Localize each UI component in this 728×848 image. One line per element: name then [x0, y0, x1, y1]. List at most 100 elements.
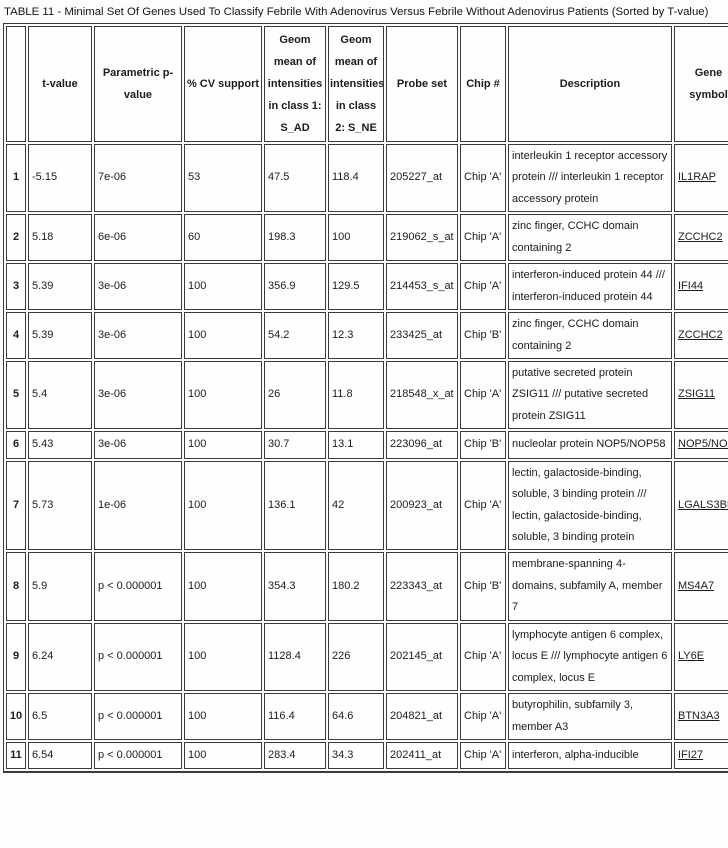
header-description: Description: [508, 26, 672, 142]
cell-gene-symbol: IL1RAP: [674, 144, 728, 213]
cell-geom-class1: 47.5: [264, 144, 326, 213]
cell-cv-support: 60: [184, 214, 262, 262]
cell-geom-class1: 54.2: [264, 312, 326, 359]
cell-geom-class1: 116.4: [264, 693, 326, 740]
cell-t-value: 5.73: [28, 460, 92, 551]
cell-chip: Chip 'B': [460, 552, 506, 621]
row-number: 7: [6, 460, 26, 551]
cell-t-value: 6.5: [28, 693, 92, 740]
gene-symbol-link[interactable]: ZSIG11: [678, 388, 716, 401]
cell-gene-symbol: ZSIG11: [674, 360, 728, 430]
row-number: 11: [6, 741, 26, 770]
cell-t-value: 5.18: [28, 214, 92, 262]
gene-symbol-link[interactable]: IL1RAP: [678, 171, 716, 184]
cell-geom-class1: 30.7: [264, 431, 326, 459]
cell-chip: Chip 'A': [460, 214, 506, 262]
table-row: 5 5.4 3e-06 100 26 11.8 218548_x_at Chip…: [6, 360, 728, 430]
cell-gene-symbol: LGALS3BP: [674, 460, 728, 551]
cell-description: zinc finger, CCHC domain containing 2: [508, 214, 672, 262]
table-row: 6 5.43 3e-06 100 30.7 13.1 223096_at Chi…: [6, 431, 728, 459]
row-number: 8: [6, 552, 26, 621]
cell-geom-class2: 100: [328, 214, 384, 262]
row-number: 4: [6, 312, 26, 359]
cell-geom-class2: 180.2: [328, 552, 384, 621]
gene-symbol-link[interactable]: BTN3A3: [678, 709, 720, 722]
cell-t-value: 6.54: [28, 741, 92, 770]
cell-description: zinc finger, CCHC domain containing 2: [508, 312, 672, 359]
header-geom-mean-class2: Geom mean of intensities in class 2: S_N…: [328, 26, 384, 142]
cell-gene-symbol: LY6E: [674, 622, 728, 692]
cell-description: interleukin 1 receptor accessory protein…: [508, 144, 672, 213]
table-row: 4 5.39 3e-06 100 54.2 12.3 233425_at Chi…: [6, 312, 728, 359]
header-gene-symbol: Gene symbol: [674, 26, 728, 142]
cell-probe-set: 233425_at: [386, 312, 458, 359]
cell-chip: Chip 'A': [460, 460, 506, 551]
cell-t-value: 6.24: [28, 622, 92, 692]
cell-p-value: 1e-06: [94, 460, 182, 551]
cell-geom-class2: 11.8: [328, 360, 384, 430]
table-row: 10 6.5 p < 0.000001 100 116.4 64.6 20482…: [6, 693, 728, 740]
cell-probe-set: 223096_at: [386, 431, 458, 459]
gene-symbol-link[interactable]: ZCCHC2: [678, 231, 723, 244]
gene-symbol-link[interactable]: ZCCHC2: [678, 328, 723, 341]
cell-cv-support: 100: [184, 693, 262, 740]
cell-geom-class1: 356.9: [264, 263, 326, 311]
header-row: t-value Parametric p-value % CV support …: [6, 26, 728, 142]
cell-p-value: p < 0.000001: [94, 693, 182, 740]
row-number: 5: [6, 360, 26, 430]
cell-chip: Chip 'A': [460, 360, 506, 430]
cell-chip: Chip 'B': [460, 431, 506, 459]
table-row: 9 6.24 p < 0.000001 100 1128.4 226 20214…: [6, 622, 728, 692]
cell-description: lectin, galactoside-binding, soluble, 3 …: [508, 460, 672, 551]
gene-symbol-link[interactable]: LY6E: [678, 650, 705, 663]
cell-geom-class1: 354.3: [264, 552, 326, 621]
header-row-number: [6, 26, 26, 142]
cell-geom-class2: 13.1: [328, 431, 384, 459]
table-row: 1 -5.15 7e-06 53 47.5 118.4 205227_at Ch…: [6, 144, 728, 213]
gene-table-body: 1 -5.15 7e-06 53 47.5 118.4 205227_at Ch…: [6, 144, 728, 770]
cell-gene-symbol: ZCCHC2: [674, 312, 728, 359]
cell-cv-support: 100: [184, 263, 262, 311]
cell-description: interferon-induced protein 44 /// interf…: [508, 263, 672, 311]
row-number: 10: [6, 693, 26, 740]
gene-classification-table: t-value Parametric p-value % CV support …: [3, 23, 728, 774]
cell-t-value: 5.43: [28, 431, 92, 459]
table-title: TABLE 11 - Minimal Set Of Genes Used To …: [4, 6, 709, 18]
cell-cv-support: 100: [184, 312, 262, 359]
table-row: 3 5.39 3e-06 100 356.9 129.5 214453_s_at…: [6, 263, 728, 311]
cell-cv-support: 100: [184, 360, 262, 430]
cell-geom-class1: 283.4: [264, 741, 326, 770]
row-number: 3: [6, 263, 26, 311]
cell-p-value: 3e-06: [94, 263, 182, 311]
cell-chip: Chip 'A': [460, 144, 506, 213]
cell-p-value: p < 0.000001: [94, 622, 182, 692]
cell-p-value: p < 0.000001: [94, 552, 182, 621]
cell-gene-symbol: IFI27: [674, 741, 728, 770]
gene-symbol-link[interactable]: NOP5/NOP58: [678, 438, 728, 451]
table-row: 2 5.18 6e-06 60 198.3 100 219062_s_at Ch…: [6, 214, 728, 262]
table-header: t-value Parametric p-value % CV support …: [6, 26, 728, 142]
table-row: 7 5.73 1e-06 100 136.1 42 200923_at Chip…: [6, 460, 728, 551]
cell-geom-class1: 198.3: [264, 214, 326, 262]
cell-cv-support: 100: [184, 622, 262, 692]
cell-geom-class2: 226: [328, 622, 384, 692]
cell-geom-class2: 129.5: [328, 263, 384, 311]
gene-symbol-link[interactable]: MS4A7: [678, 579, 715, 592]
cell-cv-support: 100: [184, 460, 262, 551]
gene-symbol-link[interactable]: LGALS3BP: [678, 498, 728, 511]
cell-geom-class2: 42: [328, 460, 384, 551]
cell-cv-support: 100: [184, 431, 262, 459]
cell-description: membrane-spanning 4-domains, subfamily A…: [508, 552, 672, 621]
cell-geom-class1: 26: [264, 360, 326, 430]
cell-t-value: -5.15: [28, 144, 92, 213]
table-row: 8 5.9 p < 0.000001 100 354.3 180.2 22334…: [6, 552, 728, 621]
header-cv-support: % CV support: [184, 26, 262, 142]
cell-gene-symbol: MS4A7: [674, 552, 728, 621]
gene-symbol-link[interactable]: IFI27: [678, 748, 704, 761]
cell-description: interferon, alpha-inducible: [508, 741, 672, 770]
cell-p-value: p < 0.000001: [94, 741, 182, 770]
cell-chip: Chip 'A': [460, 693, 506, 740]
gene-symbol-link[interactable]: IFI44: [678, 279, 704, 292]
cell-description: putative secreted protein ZSIG11 /// put…: [508, 360, 672, 430]
cell-chip: Chip 'A': [460, 263, 506, 311]
